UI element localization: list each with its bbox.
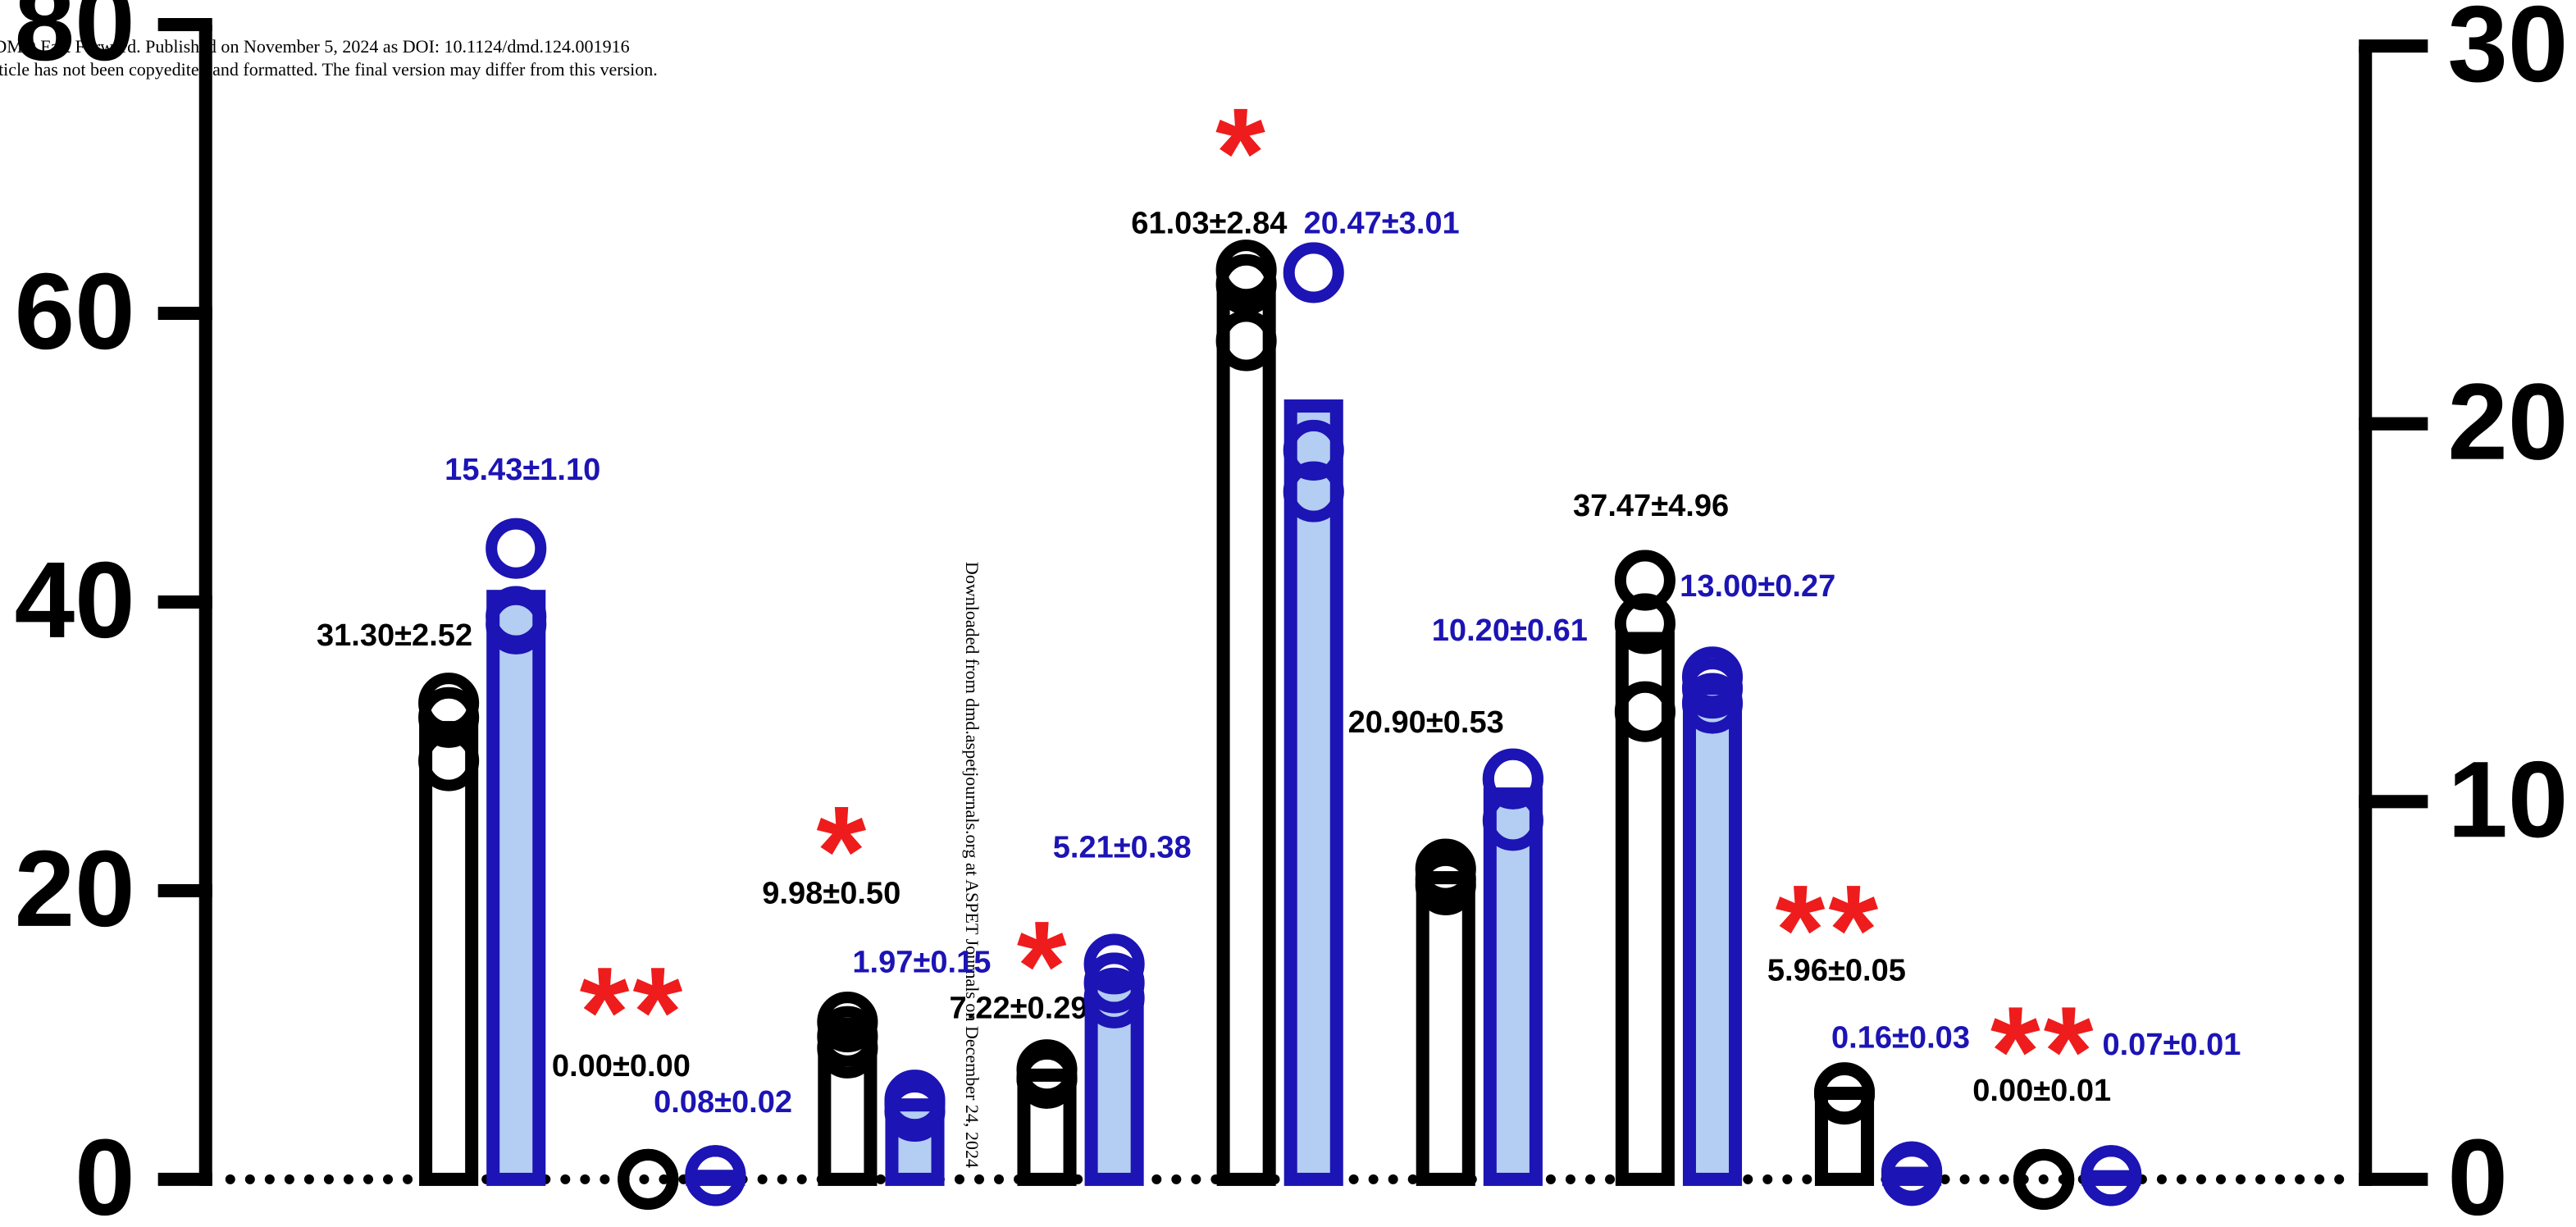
data-point [418, 686, 480, 748]
y2-tick-label: 0 [2447, 1117, 2508, 1227]
data-point [1215, 253, 1277, 315]
y2-tick-label: 30 [2447, 0, 2568, 105]
data-point [1482, 790, 1543, 851]
value-label: 31.30±2.52 [317, 618, 472, 653]
watermark-line: This article has not been copyedited and… [0, 59, 658, 80]
y-tick-label: 40 [15, 540, 135, 661]
y2-tick-label: 20 [2447, 362, 2568, 483]
value-label: 61.03±2.84 [1131, 206, 1287, 240]
value-label: 1.97±0.15 [852, 946, 991, 980]
value-label: 0.08±0.02 [654, 1085, 792, 1120]
value-label: 0.16±0.03 [1831, 1021, 1970, 1056]
value-label: 7.22±0.29 [950, 992, 1088, 1026]
data-point [884, 1070, 946, 1131]
data-point [1283, 461, 1344, 522]
data-point [2013, 1148, 2075, 1210]
data-point [1614, 681, 1676, 742]
value-label: 5.96±0.05 [1767, 954, 1906, 988]
y-tick-label: 20 [15, 828, 135, 950]
data-point [1083, 967, 1145, 1029]
y2-tick-label: 10 [2447, 739, 2568, 860]
data-point [1813, 1062, 1876, 1124]
value-label: 13.00±0.27 [1680, 569, 1835, 604]
data-point [418, 730, 480, 791]
significance-mark: ** [1990, 981, 2097, 1124]
value-label: 20.47±3.01 [1304, 206, 1460, 240]
data-point [817, 1017, 878, 1079]
data-point [1215, 310, 1277, 372]
watermark-line: DMD Fast Forward. Published on November … [0, 36, 630, 57]
bar [1882, 1166, 1942, 1186]
value-label: 37.47±4.96 [1573, 489, 1729, 523]
y-tick-label: 0 [75, 1117, 135, 1227]
data-point [618, 1148, 679, 1210]
significance-mark: * [1215, 82, 1269, 225]
watermark-side: Downloaded from dmd.aspetjournals.org at… [962, 562, 983, 1168]
data-point [1681, 673, 1744, 734]
bar [1615, 632, 1675, 1186]
value-label: 10.20±0.61 [1432, 614, 1588, 648]
data-point [486, 518, 547, 579]
significance-mark: * [1017, 896, 1070, 1038]
bar [686, 1170, 745, 1186]
data-point [685, 1145, 746, 1206]
significance-mark: ** [580, 942, 686, 1084]
data-point [1482, 748, 1543, 810]
value-label: 0.00±0.00 [552, 1049, 691, 1083]
value-label: 0.07±0.01 [2102, 1028, 2241, 1062]
data-point [1283, 419, 1344, 481]
y-tick-label: 60 [15, 251, 135, 372]
bar [486, 590, 546, 1186]
y-tick-label: 80 [15, 0, 135, 84]
data-point [1614, 550, 1676, 611]
data-point [1283, 242, 1344, 303]
bar [419, 721, 479, 1186]
value-label: 15.43±1.10 [445, 453, 600, 487]
bar [1416, 871, 1475, 1186]
bar [2081, 1170, 2141, 1186]
value-label: 0.00±0.01 [1972, 1074, 2111, 1108]
bar [1483, 787, 1543, 1186]
data-point [2081, 1145, 2142, 1206]
value-label: 9.98±0.50 [762, 877, 900, 911]
value-label: 5.21±0.38 [1053, 830, 1192, 864]
significance-mark: * [816, 780, 869, 923]
bar [1216, 291, 1276, 1186]
data-point [1415, 854, 1476, 915]
value-label: 20.90±0.53 [1348, 705, 1504, 740]
data-point [1881, 1145, 1943, 1206]
bar [1084, 975, 1144, 1186]
significance-mark: ** [1776, 860, 1882, 1002]
data-point [486, 593, 547, 655]
bar [1682, 682, 1743, 1186]
data-point [1614, 593, 1676, 655]
bar [1283, 399, 1343, 1186]
data-point [1083, 933, 1145, 995]
data-point [1016, 1047, 1078, 1109]
